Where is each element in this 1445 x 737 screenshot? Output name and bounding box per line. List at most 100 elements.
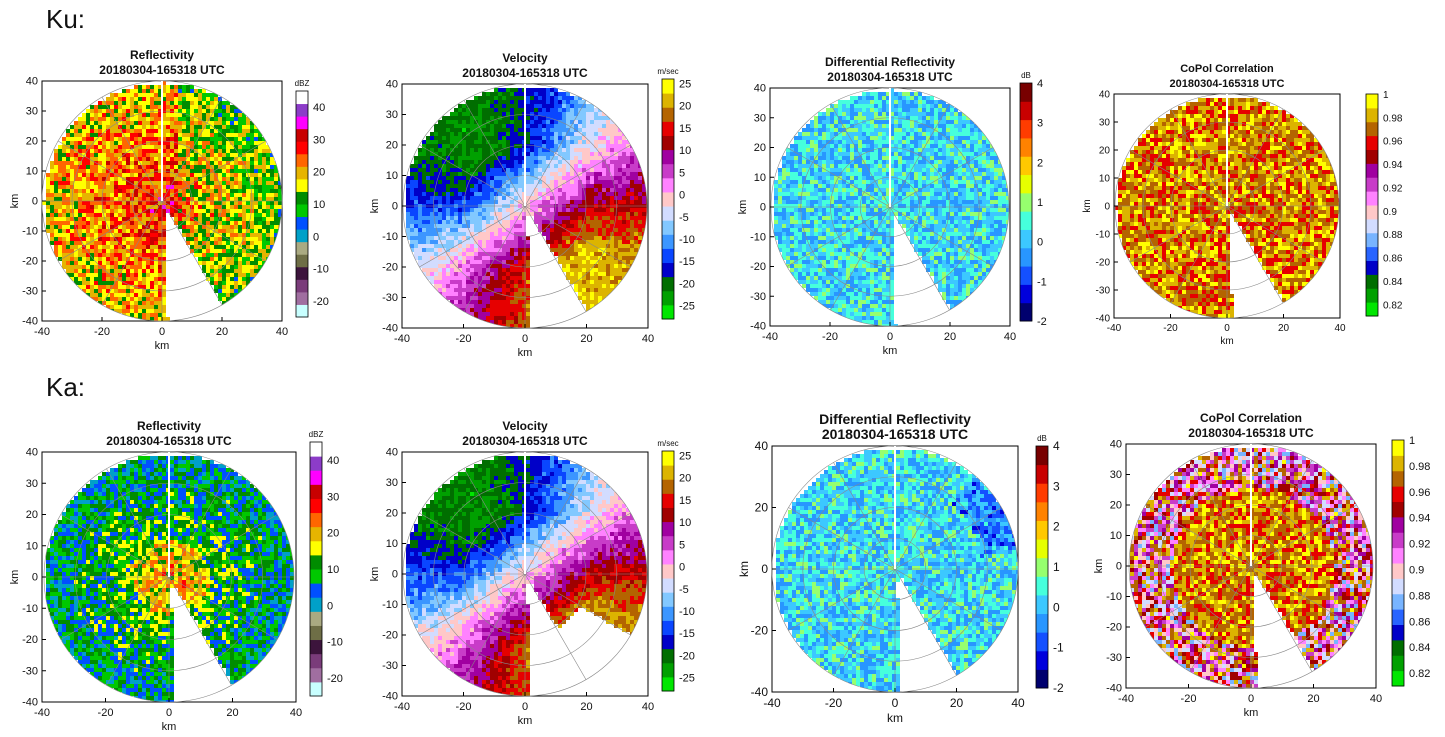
colorbar-tick-label: 0.92	[1383, 183, 1403, 194]
x-axis-label: km	[518, 347, 533, 359]
colorbar-tick-label: -5	[679, 212, 689, 224]
colorbar-swatch	[296, 254, 308, 268]
y-tick-label: -20	[751, 624, 769, 638]
x-tick-label: 0	[1224, 323, 1230, 334]
colorbar-swatch	[1392, 670, 1404, 687]
chart-subtitle: 20180304-165318 UTC	[462, 66, 588, 80]
colorbar-swatch	[296, 204, 308, 218]
radar-field	[774, 88, 1009, 326]
radar-chart-svg: Differential Reflectivity20180304-165318…	[737, 55, 1047, 357]
x-tick-label: 20	[580, 701, 592, 713]
x-axis-label: km	[155, 340, 170, 352]
colorbar-tick-label: 10	[313, 199, 325, 211]
y-tick-label: 20	[1099, 145, 1111, 156]
colorbar-tick-label: 20	[313, 167, 325, 179]
y-tick-label: 0	[1104, 201, 1110, 212]
colorbar-tick-label: 20	[679, 101, 691, 113]
colorbar-swatch	[1392, 501, 1404, 518]
x-tick-label: 40	[1011, 696, 1025, 710]
colorbar-swatch	[1020, 247, 1032, 267]
x-tick-label: 40	[276, 326, 288, 338]
panel-ka-copol: CoPol Correlation 20180304-165318 UTC -40-…	[1080, 406, 1430, 726]
colorbar-swatch	[1020, 174, 1032, 194]
y-tick-label: -10	[382, 599, 398, 611]
colorbar-swatch	[662, 451, 674, 466]
colorbar-swatch	[1020, 83, 1032, 102]
y-tick-label: -40	[751, 685, 769, 699]
chart-title: CoPol Correlation	[1180, 63, 1274, 75]
colorbar-tick-label: 15	[679, 123, 691, 135]
colorbar-swatch	[662, 620, 674, 636]
y-tick-label: 40	[26, 76, 38, 88]
colorbar-swatch	[1366, 135, 1378, 150]
colorbar-swatch	[1366, 232, 1378, 248]
panel-ku-reflectivity: Reflectivity 20180304-165318 UTC -40 -20 0 20…	[4, 44, 344, 352]
x-tick-label: 40	[1004, 331, 1016, 343]
colorbar	[309, 441, 323, 697]
y-tick-label: 20	[754, 142, 766, 154]
colorbar-swatch	[1366, 246, 1378, 261]
colorbar-tick-label: 4	[1053, 439, 1060, 453]
colorbar-swatch	[662, 234, 674, 249]
y-axis-label: km	[369, 567, 381, 582]
y-tick-label: -30	[382, 660, 398, 672]
x-tick-label: -20	[456, 701, 472, 713]
colorbar-swatch	[1366, 121, 1378, 137]
colorbar-tick-label: -5	[679, 584, 689, 596]
colorbar-tick-label: 1	[1409, 435, 1415, 447]
colorbar-tick-label: 0.9	[1409, 564, 1424, 576]
colorbar-tick-label: -25	[679, 673, 695, 685]
colorbar-unit: m/sec	[657, 439, 678, 448]
y-tick-label: 20	[26, 136, 38, 148]
chart-title: Reflectivity	[137, 419, 201, 433]
y-tick-label: 0	[760, 202, 766, 214]
colorbar-swatch	[662, 521, 674, 537]
colorbar-swatch	[310, 569, 322, 584]
y-tick-label: -30	[22, 665, 38, 677]
colorbar-tick-label: 2	[1037, 157, 1043, 169]
colorbar-swatch	[310, 526, 322, 542]
colorbar-tick-label: 0	[679, 190, 685, 202]
y-tick-label: 30	[1099, 117, 1111, 128]
colorbar-swatch	[662, 535, 674, 551]
y-axis-label: km	[1082, 199, 1093, 212]
y-tick-label: 10	[26, 540, 38, 552]
chart-title: Velocity	[502, 51, 548, 65]
y-tick-label: 10	[754, 172, 766, 184]
radar-field	[1130, 448, 1373, 688]
colorbar-swatch	[662, 177, 674, 193]
y-tick-label: 40	[386, 447, 398, 459]
row-label-ku: Ku:	[46, 4, 85, 35]
colorbar-swatch	[310, 681, 322, 697]
colorbar-swatch	[1036, 520, 1048, 540]
x-tick-label: 0	[166, 707, 172, 719]
y-tick-label: 30	[26, 478, 38, 490]
colorbar-swatch	[310, 498, 322, 514]
colorbar-swatch	[662, 93, 674, 108]
colorbar-tick-label: 0.88	[1409, 590, 1430, 602]
x-tick-label: 40	[642, 701, 654, 713]
colorbar-swatch	[1392, 547, 1404, 564]
colorbar-swatch	[310, 484, 322, 499]
colorbar-tick-label: 5	[679, 167, 685, 179]
y-tick-label: 10	[1110, 530, 1122, 542]
y-tick-label: 10	[1099, 173, 1111, 184]
colorbar-swatch	[1366, 177, 1378, 192]
colorbar-tick-label: 0.82	[1409, 668, 1430, 680]
x-tick-label: -40	[763, 696, 781, 710]
x-tick-label: 0	[522, 701, 528, 713]
x-tick-label: 20	[1278, 323, 1290, 334]
colorbar-swatch	[310, 442, 322, 457]
y-tick-label: 30	[386, 109, 398, 121]
colorbar-swatch	[1392, 593, 1404, 610]
y-tick-label: 40	[754, 83, 766, 95]
colorbar-swatch	[662, 676, 674, 692]
y-tick-label: 0	[392, 569, 398, 581]
y-tick-label: 30	[1110, 469, 1122, 481]
y-axis-label: km	[737, 561, 751, 577]
colorbar-tick-label: 0	[1053, 600, 1060, 614]
colorbar-swatch	[1366, 163, 1378, 178]
colorbar-swatch	[296, 116, 308, 130]
colorbar-tick-label: -20	[327, 673, 343, 685]
